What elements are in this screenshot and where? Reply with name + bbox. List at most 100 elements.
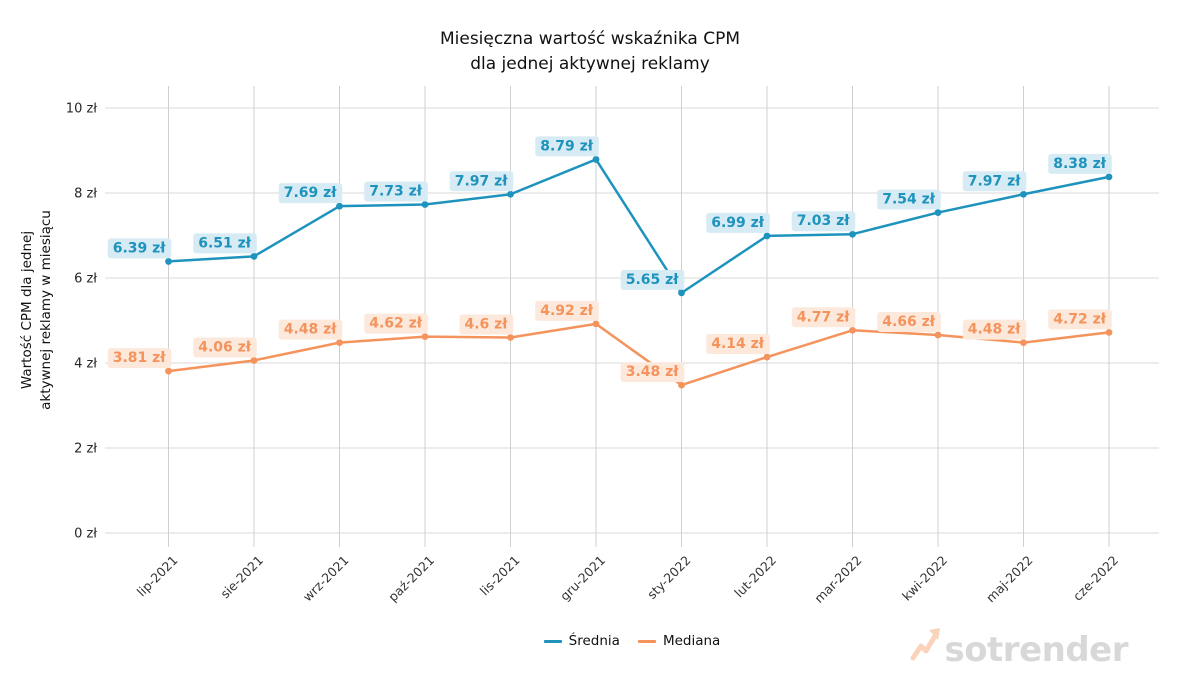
data-point-value-label: 4.62 zł [369, 316, 423, 332]
data-point-value-label: 6.51 zł [198, 235, 252, 251]
data-point-value-label-bg [620, 269, 685, 290]
data-point-value-label-bg [962, 171, 1027, 192]
data-point-value-label-bg [791, 307, 856, 328]
data-point-mediana [165, 367, 172, 375]
data-point-value-label-bg [535, 136, 599, 157]
data-point-srednia [165, 258, 172, 265]
legend-label-srednia: Średnia [568, 633, 620, 649]
chart-title: Miesięczna wartość wskaźnika CPM dla jed… [0, 27, 1180, 76]
data-point-value-label: 4.72 zł [1053, 311, 1107, 327]
data-point-value-label: 7.03 zł [797, 213, 851, 229]
legend-item-srednia: Średnia [543, 633, 620, 649]
data-point-srednia [1105, 173, 1113, 181]
data-point-srednia [421, 201, 429, 208]
data-point-value-label: 3.48 zł [626, 364, 680, 380]
legend-swatch-srednia [543, 639, 562, 643]
data-point-mediana [250, 357, 258, 364]
data-point-value-label: 6.39 zł [113, 240, 167, 256]
x-axis-tick-label: mar-2022 [811, 553, 864, 606]
x-axis-tick-label: lip-2021 [134, 553, 181, 600]
data-point-value-label-bg [535, 300, 599, 321]
y-axis-title: Wartość CPM dla jednej aktywnej reklamy … [18, 160, 56, 460]
y-axis-tick-label: 10 zł [66, 102, 97, 117]
x-axis-tick-label: lis-2021 [477, 553, 523, 599]
data-point-value-label: 8.79 zł [540, 138, 594, 154]
data-point-value-label: 4.66 zł [882, 314, 936, 330]
legend-label-mediana: Mediana [662, 633, 721, 649]
chart-legend: Średnia Mediana [105, 633, 1159, 649]
data-point-value-label-bg [706, 212, 770, 233]
y-axis-tick-label: 6 zł [74, 272, 97, 287]
data-point-value-label-bg [193, 337, 257, 358]
series-line-srednia [168, 158, 1110, 295]
data-point-mediana [849, 326, 856, 334]
data-point-value-label: 7.54 zł [882, 192, 936, 208]
data-point-value-label-bg [449, 171, 514, 192]
trend-up-arrow-icon [909, 625, 941, 667]
data-point-value-label: 4.48 zł [284, 322, 338, 338]
data-point-value-label: 5.65 zł [626, 272, 680, 288]
chart-title-line2: dla jednej aktywnej reklamy [470, 53, 710, 74]
data-point-value-label-bg [364, 313, 428, 334]
legend-swatch-mediana [637, 639, 656, 643]
series-line-mediana [168, 322, 1110, 387]
data-point-srednia [592, 156, 600, 163]
data-point-value-label-bg [620, 362, 685, 383]
data-point-value-label: 4.06 zł [198, 339, 252, 355]
x-axis-tick-label: kwi-2022 [899, 553, 950, 604]
data-point-value-label-bg [962, 319, 1027, 340]
x-axis-tick-label: paź-2021 [385, 553, 437, 605]
x-axis-tick-label: sty-2022 [644, 553, 693, 602]
data-point-srednia [849, 230, 856, 238]
data-point-value-label: 4.14 zł [711, 336, 765, 352]
data-point-value-label-bg [706, 334, 770, 355]
data-point-value-label-bg [459, 314, 514, 335]
y-axis-tick-label: 0 zł [74, 527, 97, 542]
data-point-value-label: 7.97 zł [455, 173, 509, 189]
data-point-mediana [1105, 329, 1113, 336]
x-axis-tick-label: wrz-2021 [300, 553, 352, 605]
x-axis-tick-label: maj-2022 [983, 553, 1036, 606]
data-point-value-label: 4.48 zł [968, 322, 1022, 338]
data-point-value-label-bg [877, 189, 941, 210]
data-point-srednia [934, 209, 942, 216]
y-axis-tick-label: 2 zł [74, 442, 97, 457]
data-point-mediana [507, 334, 514, 341]
data-point-mediana [678, 381, 685, 389]
data-point-srednia [336, 202, 343, 210]
legend-item-mediana: Mediana [637, 633, 721, 649]
data-point-value-label: 3.81 zł [113, 350, 167, 366]
data-point-mediana [336, 339, 343, 346]
data-point-mediana [421, 333, 429, 341]
data-point-value-label: 7.69 zł [284, 185, 338, 201]
data-point-value-label: 7.97 zł [968, 173, 1022, 189]
data-point-srednia [250, 252, 258, 260]
x-axis-tick-label: lut-2022 [731, 553, 779, 601]
y-axis-tick-label: 8 zł [74, 187, 97, 202]
data-point-srednia [763, 232, 771, 240]
data-point-value-label-bg [1048, 309, 1112, 330]
y-axis-title-line1: Wartość CPM dla jednej [19, 230, 35, 390]
data-point-value-label-bg [1048, 153, 1112, 174]
data-point-value-label: 4.77 zł [797, 309, 851, 325]
y-axis-tick-label: 4 zł [74, 357, 97, 372]
data-point-value-label: 6.99 zł [711, 215, 765, 231]
data-point-mediana [1020, 339, 1027, 346]
data-point-value-label: 8.38 zł [1053, 156, 1107, 172]
data-point-value-label: 4.92 zł [540, 303, 594, 319]
data-point-value-label-bg [364, 181, 428, 202]
y-axis-title-line2: aktywnej reklamy w miesiącu [37, 210, 54, 410]
watermark-text: sotrender [944, 630, 1128, 670]
cpm-line-chart: 0 zł 2 zł 4 zł 6 zł 8 zł 10 zł lip-2021 sie-202… [66, 86, 1159, 606]
x-axis-tick-label: gru-2021 [557, 553, 608, 604]
x-axis-tick-label: sie-2021 [217, 553, 266, 602]
data-point-value-label: 7.73 zł [369, 183, 423, 199]
data-point-srednia [507, 190, 514, 198]
data-point-srednia [1020, 190, 1027, 198]
data-point-mediana [592, 320, 600, 328]
data-point-mediana [934, 331, 942, 339]
x-axis-tick-label: cze-2022 [1070, 553, 1121, 604]
data-point-srednia [678, 289, 685, 297]
chart-title-line1: Miesięczna wartość wskaźnika CPM [439, 29, 741, 49]
